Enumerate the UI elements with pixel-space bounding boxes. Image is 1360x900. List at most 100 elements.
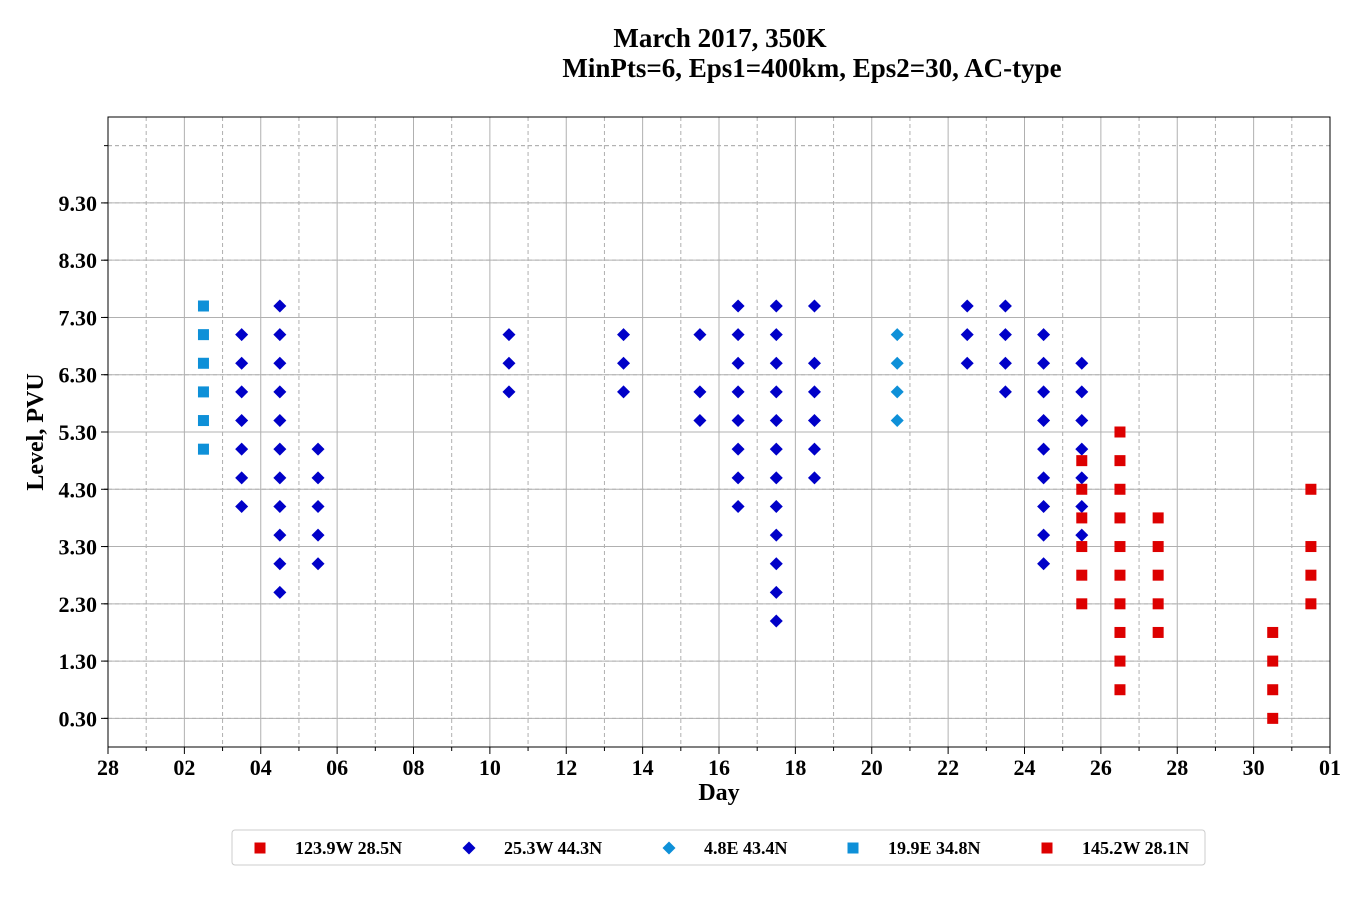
- legend-label-2: 25.3W 44.3N: [504, 838, 602, 858]
- x-tick-label: 24: [1014, 755, 1036, 780]
- data-point-series-2: [769, 614, 783, 628]
- data-point-series-3: [890, 328, 904, 342]
- data-point-series-2: [1037, 442, 1051, 456]
- data-point-series-5: [1152, 626, 1164, 638]
- data-point-series-2: [731, 414, 745, 428]
- data-point-series-2: [235, 356, 249, 370]
- data-point-series-2: [273, 528, 287, 542]
- grid: [107, 117, 1331, 747]
- data-point-series-5: [1152, 598, 1164, 610]
- plot-frame: [107, 116, 1331, 748]
- data-point-series-2: [731, 328, 745, 342]
- data-point-series-2: [235, 471, 249, 485]
- data-point-series-2: [311, 528, 325, 542]
- data-point-series-3: [890, 356, 904, 370]
- data-point-series-5: [1114, 426, 1126, 438]
- data-point-series-2: [807, 385, 821, 399]
- data-point-series-2: [273, 585, 287, 599]
- data-point-series-2: [235, 328, 249, 342]
- data-point-series-5: [1305, 598, 1317, 610]
- x-tick-label: 06: [326, 755, 348, 780]
- legend-marker-5: [1041, 842, 1053, 854]
- legend-label-5: 145.2W 28.1N: [1082, 838, 1189, 858]
- data-point-series-4: [197, 300, 209, 312]
- data-point-series-2: [1037, 528, 1051, 542]
- data-point-series-5: [1114, 569, 1126, 581]
- legend-marker-4: [847, 842, 859, 854]
- data-point-series-4: [197, 386, 209, 398]
- x-tick-label: 14: [632, 755, 654, 780]
- legend-label-3: 4.8E 43.4N: [704, 838, 788, 858]
- data-point-series-2: [311, 442, 325, 456]
- data-point-series-2: [311, 499, 325, 513]
- data-point-series-5: [1152, 541, 1164, 553]
- data-points: [197, 299, 1317, 724]
- data-point-series-5: [1152, 569, 1164, 581]
- data-point-series-2: [998, 385, 1012, 399]
- legend-label-4: 19.9E 34.8N: [888, 838, 981, 858]
- data-point-series-2: [769, 299, 783, 313]
- data-point-series-2: [1037, 471, 1051, 485]
- data-point-series-2: [807, 356, 821, 370]
- y-tick-label: 2.30: [59, 592, 98, 617]
- data-point-series-2: [769, 557, 783, 571]
- data-point-series-5: [1267, 626, 1279, 638]
- data-point-series-2: [273, 499, 287, 513]
- data-point-series-2: [273, 328, 287, 342]
- data-point-series-5: [1152, 512, 1164, 524]
- x-tick-label: 02: [173, 755, 195, 780]
- data-point-series-2: [1037, 557, 1051, 571]
- data-point-series-2: [311, 557, 325, 571]
- y-tick-label: 3.30: [59, 535, 98, 560]
- data-point-series-5: [1305, 541, 1317, 553]
- data-point-series-2: [1075, 356, 1089, 370]
- legend-items: 123.9W 28.5N 25.3W 44.3N 4.8E 43.4N 19.9E 3…: [254, 838, 1189, 858]
- y-tick-label: 6.30: [59, 363, 98, 388]
- x-axis-label: Day: [698, 780, 739, 806]
- data-point-series-2: [807, 471, 821, 485]
- y-tick-label: 7.30: [59, 305, 98, 330]
- x-tick-label: 10: [479, 755, 501, 780]
- x-tick-label: 28: [97, 755, 119, 780]
- data-point-series-4: [197, 415, 209, 427]
- data-point-series-2: [769, 528, 783, 542]
- data-point-series-2: [769, 471, 783, 485]
- y-tick-label: 0.30: [59, 706, 98, 731]
- axis-ticks: 28 02 04 06 08 10 12 14 16 18 20 22 24 26 28 30 01 0.30 1.…: [59, 145, 1341, 780]
- data-point-series-2: [311, 471, 325, 485]
- data-point-series-5: [1076, 455, 1088, 467]
- data-point-series-5: [1114, 455, 1126, 467]
- legend-marker-1: [254, 842, 266, 854]
- data-point-series-4: [197, 329, 209, 341]
- data-point-series-2: [1075, 414, 1089, 428]
- data-point-series-2: [807, 442, 821, 456]
- legend: 123.9W 28.5N 25.3W 44.3N 4.8E 43.4N 19.9E 3…: [231, 829, 1206, 866]
- data-point-series-2: [807, 414, 821, 428]
- data-point-series-5: [1114, 626, 1126, 638]
- x-tick-label: 26: [1090, 755, 1112, 780]
- data-point-series-5: [1114, 684, 1126, 696]
- data-point-series-2: [693, 328, 707, 342]
- data-point-series-2: [769, 499, 783, 513]
- data-point-series-5: [1267, 684, 1279, 696]
- data-point-series-5: [1114, 512, 1126, 524]
- data-point-series-2: [1037, 356, 1051, 370]
- data-point-series-2: [273, 414, 287, 428]
- data-point-series-2: [273, 385, 287, 399]
- x-tick-label: 16: [708, 755, 730, 780]
- x-tick-label: 28: [1166, 755, 1188, 780]
- data-point-series-2: [235, 499, 249, 513]
- data-point-series-2: [960, 328, 974, 342]
- data-point-series-2: [731, 499, 745, 513]
- data-point-series-2: [731, 299, 745, 313]
- data-point-series-5: [1114, 483, 1126, 495]
- data-point-series-5: [1114, 541, 1126, 553]
- data-point-series-2: [273, 442, 287, 456]
- data-point-series-2: [998, 356, 1012, 370]
- y-tick-label: 1.30: [59, 649, 98, 674]
- data-point-series-2: [502, 385, 516, 399]
- chart-subtitle: MinPts=6, Eps1=400km, Eps2=30, AC-type: [562, 53, 1061, 83]
- data-point-series-2: [1075, 528, 1089, 542]
- data-point-series-2: [617, 328, 631, 342]
